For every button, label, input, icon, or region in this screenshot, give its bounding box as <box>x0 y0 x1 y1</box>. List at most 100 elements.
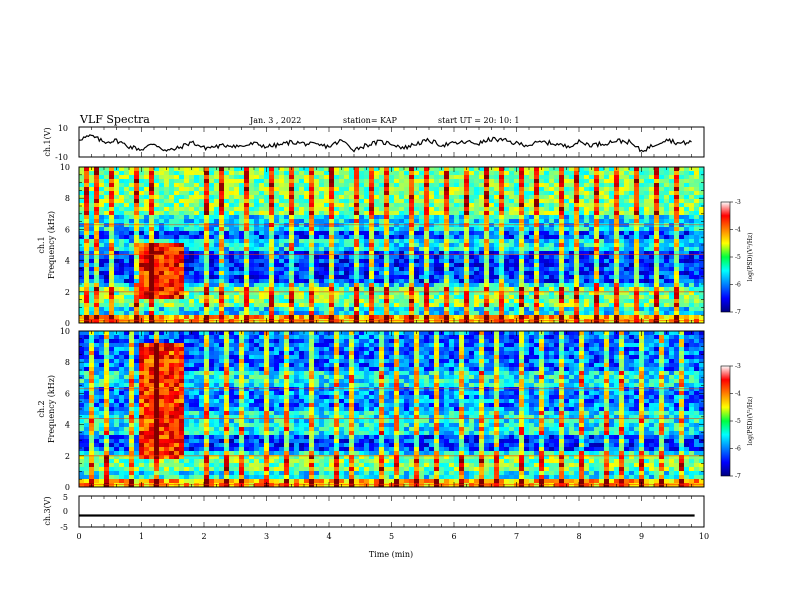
spectrogram-cell <box>224 219 230 224</box>
spectrogram-cell <box>299 263 305 268</box>
spectrogram-cell <box>309 307 315 312</box>
spectrogram-cell <box>329 219 335 224</box>
spectrogram-cell <box>109 303 115 308</box>
spectrogram-cell <box>269 263 275 268</box>
spectrogram-cell <box>344 171 350 176</box>
spectrogram-cell <box>359 203 365 208</box>
spectrogram-cell <box>119 215 125 220</box>
spectrogram-cell <box>369 251 375 256</box>
spectrogram-cell <box>254 319 260 324</box>
spectrogram-cell <box>399 183 405 188</box>
spectrogram-cell <box>404 203 410 208</box>
spectrogram-cell <box>689 187 695 192</box>
spectrogram-cell <box>479 283 485 288</box>
spectrogram-cell <box>279 199 285 204</box>
spectrogram-cell <box>574 283 580 288</box>
spectrogram-cell <box>264 175 270 180</box>
spectrogram-cell <box>314 311 320 316</box>
spectrogram-cell <box>234 255 240 260</box>
spectrogram-cell <box>334 179 340 184</box>
spectrogram-cell <box>234 311 240 316</box>
spectrogram-cell <box>329 215 335 220</box>
spectrogram-cell <box>594 287 600 292</box>
spectrogram-cell <box>594 303 600 308</box>
spectrogram-cell <box>169 251 175 256</box>
spectrogram-cell <box>374 291 380 296</box>
spectrogram-cell <box>324 279 330 284</box>
spectrogram-cell <box>344 279 350 284</box>
spectrogram-cell <box>424 251 430 256</box>
spectrogram-cell <box>379 191 385 196</box>
spectrogram-cell <box>699 303 705 308</box>
spectrogram-cell <box>239 275 245 280</box>
spectrogram-cell <box>679 267 685 272</box>
spectrogram-cell <box>494 267 500 272</box>
spectrogram-cell <box>119 259 125 264</box>
spectrogram-cell <box>409 203 415 208</box>
spectrogram-cell <box>419 191 425 196</box>
spectrogram-cell <box>309 255 315 260</box>
spectrogram-cell <box>439 223 445 228</box>
spectrogram-cell <box>599 295 605 300</box>
spectrogram-cell <box>464 219 470 224</box>
spectrogram-cell <box>414 271 420 276</box>
spectrogram-cell <box>89 239 95 244</box>
spectrogram-cell <box>619 303 625 308</box>
spectrogram-cell <box>174 311 180 316</box>
spectrogram-cell <box>554 287 560 292</box>
spectrogram-cell <box>89 231 95 236</box>
spectrogram-cell <box>404 255 410 260</box>
spectrogram-cell <box>304 235 310 240</box>
spectrogram-cell <box>669 227 675 232</box>
spectrogram-cell <box>119 187 125 192</box>
spectrogram-cell <box>249 203 255 208</box>
spectrogram-cell <box>449 275 455 280</box>
spectrogram-cell <box>189 263 195 268</box>
spectrogram-cell <box>614 299 620 304</box>
spectrogram-cell <box>194 207 200 212</box>
spectrogram-cell <box>129 247 135 252</box>
spectrogram-cell <box>699 263 705 268</box>
spectrogram-cell <box>539 215 545 220</box>
spectrogram-cell <box>514 171 520 176</box>
spectrogram-cell <box>544 191 550 196</box>
spectrogram-cell <box>404 287 410 292</box>
spectrogram-cell <box>549 279 555 284</box>
spectrogram-cell <box>209 239 215 244</box>
spectrogram-cell <box>574 239 580 244</box>
spectrogram-cell <box>684 203 690 208</box>
spectrogram-cell <box>114 247 120 252</box>
spectrogram-cell <box>369 319 375 324</box>
spectrogram-cell <box>79 311 85 316</box>
spectrogram-cell <box>469 295 475 300</box>
spectrogram-cell <box>254 207 260 212</box>
spectrogram-cell <box>544 235 550 240</box>
spectrogram-cell <box>659 315 665 320</box>
spectrogram-cell <box>449 243 455 248</box>
spectrogram-cell <box>314 315 320 320</box>
spectrogram-cell <box>339 259 345 264</box>
spectrogram-cell <box>429 203 435 208</box>
spectrogram-cell <box>119 235 125 240</box>
spectrogram-cell <box>584 227 590 232</box>
spectrogram-cell <box>449 315 455 320</box>
spectrogram-cell <box>209 179 215 184</box>
spectrogram-cell <box>99 315 105 320</box>
spectrogram-cell <box>179 175 185 180</box>
spectrogram-cell <box>239 219 245 224</box>
spectrogram-cell <box>394 227 400 232</box>
spectrogram-cell <box>414 219 420 224</box>
spectrogram-cell <box>214 271 220 276</box>
spectrogram-cell <box>124 267 130 272</box>
spectrogram-cell <box>119 203 125 208</box>
spectrogram-cell <box>349 311 355 316</box>
spectrogram-cell <box>644 247 650 252</box>
spectrogram-cell <box>159 287 165 292</box>
spectrogram-cell <box>329 283 335 288</box>
spectrogram-cell <box>654 243 660 248</box>
spectrogram-cell <box>164 291 170 296</box>
spectrogram-cell <box>439 215 445 220</box>
spectrogram-cell <box>304 259 310 264</box>
spectrogram-cell <box>604 239 610 244</box>
spectrogram-cell <box>324 291 330 296</box>
